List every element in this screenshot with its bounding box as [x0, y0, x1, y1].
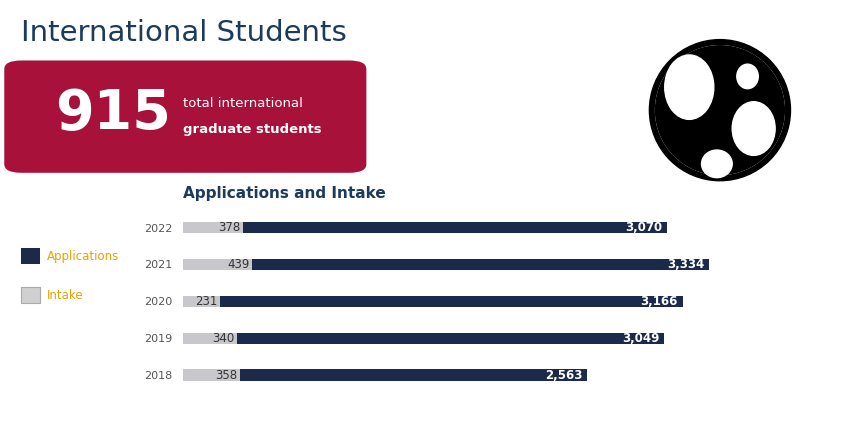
Circle shape [655, 46, 785, 175]
Bar [183, 369, 239, 381]
Circle shape [655, 46, 785, 175]
Text: 3,049: 3,049 [622, 332, 659, 345]
Ellipse shape [701, 150, 732, 178]
Text: 439: 439 [227, 258, 250, 271]
Bar [183, 369, 588, 381]
Bar [183, 259, 252, 270]
Text: total international: total international [183, 97, 303, 110]
Text: Applications and Intake: Applications and Intake [183, 186, 386, 201]
Bar [183, 333, 237, 344]
Bar [183, 222, 243, 233]
Ellipse shape [732, 102, 775, 156]
Text: 915: 915 [55, 88, 171, 142]
Ellipse shape [737, 64, 758, 89]
Bar [183, 259, 709, 270]
Text: International Students: International Students [21, 19, 347, 48]
Text: 358: 358 [216, 368, 238, 381]
Text: graduate students: graduate students [183, 123, 322, 136]
Text: 3,070: 3,070 [625, 221, 663, 234]
Text: 340: 340 [212, 332, 234, 345]
Bar [183, 296, 220, 307]
Bar [183, 296, 682, 307]
Text: Applications: Applications [47, 250, 119, 263]
Text: 3,334: 3,334 [667, 258, 705, 271]
Text: 378: 378 [218, 221, 240, 234]
Ellipse shape [665, 55, 714, 119]
Text: 3,166: 3,166 [641, 295, 678, 308]
Bar [183, 333, 664, 344]
Circle shape [649, 40, 791, 181]
Text: Intake: Intake [47, 289, 83, 302]
Text: 231: 231 [195, 295, 217, 308]
Text: 2,563: 2,563 [545, 368, 583, 381]
Bar [183, 222, 667, 233]
